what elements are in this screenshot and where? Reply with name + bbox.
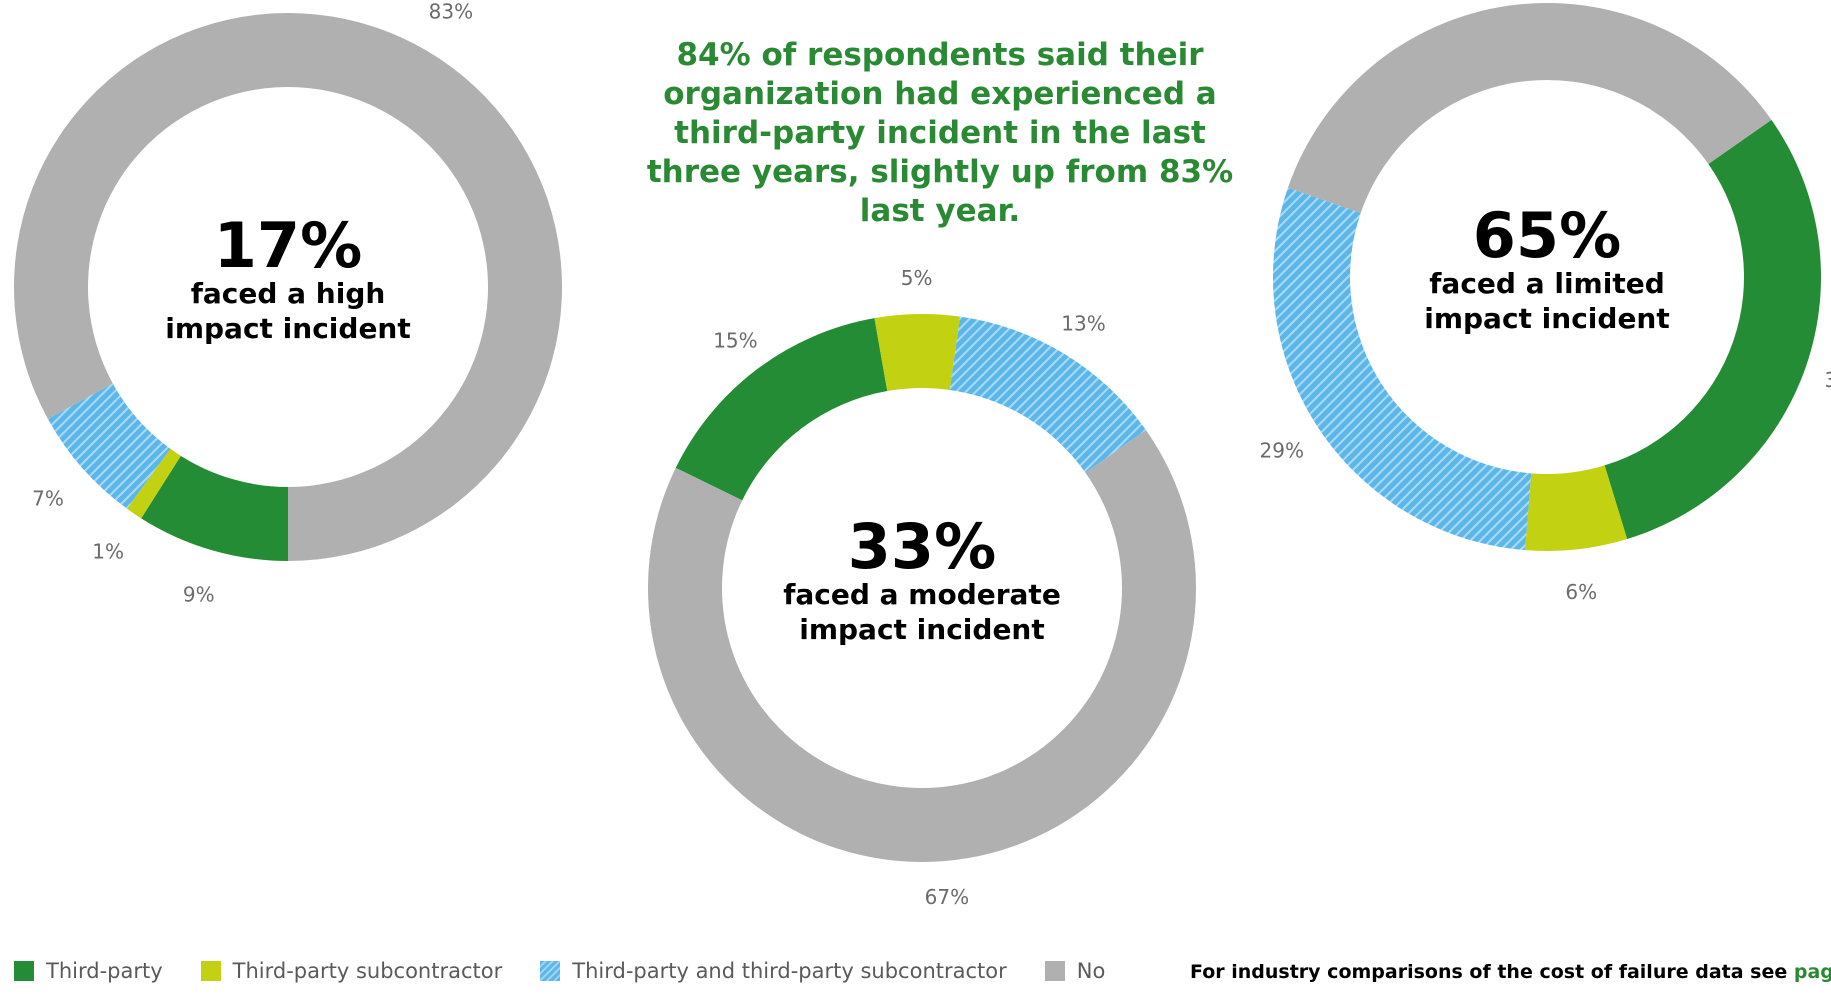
legend-swatch-hatched-blue <box>540 961 561 981</box>
slice-label-both: 13% <box>1061 311 1105 335</box>
slice-label-both: 29% <box>1260 439 1304 463</box>
legend-label: Third-party <box>46 959 163 983</box>
legend-label: Third-party subcontractor <box>232 959 503 983</box>
center-caption: impact incident <box>1424 302 1670 335</box>
slice-label-third-party: 30% <box>1825 368 1831 392</box>
legend-swatch-gray <box>1044 961 1065 981</box>
slice-label-subcontractor: 6% <box>1565 580 1597 604</box>
slice-label-third-party: 15% <box>713 328 757 352</box>
slice-third-party <box>141 455 288 561</box>
slice-no <box>647 430 1196 862</box>
slice-label-no: 67% <box>925 885 969 909</box>
legend-item-no: No <box>1044 959 1106 983</box>
center-value: 65% <box>1473 199 1621 272</box>
slice-subcontractor <box>126 448 181 519</box>
legend-swatch-green <box>14 961 34 981</box>
center-value: 33% <box>848 510 996 583</box>
legend: Third-party Third-party subcontractor Th… <box>14 956 1143 986</box>
slice-third-party <box>675 318 888 501</box>
center-caption: faced a limited <box>1429 267 1664 300</box>
center-value: 17% <box>214 209 362 282</box>
center-caption: faced a high <box>191 277 386 310</box>
legend-swatch-lime <box>200 961 221 981</box>
center-caption: impact incident <box>165 312 411 345</box>
footnote: For industry comparisons of the cost of … <box>1190 961 1831 983</box>
slice-third-party <box>1604 119 1821 540</box>
headline: 84% of respondents said their organizati… <box>640 36 1240 231</box>
slice-label-no: 83% <box>429 0 473 24</box>
headline-highlight-current: 84% <box>676 37 751 73</box>
slice-subcontractor <box>1525 465 1628 551</box>
legend-label: No <box>1076 959 1106 983</box>
slice-label-third-party: 9% <box>183 582 215 606</box>
legend-item-subcontractor: Third-party subcontractor <box>200 959 503 983</box>
slice-both <box>949 316 1146 473</box>
slice-label-both: 7% <box>32 487 64 511</box>
legend-item-both: Third-party and third-party subcontracto… <box>540 959 1007 983</box>
slice-label-subcontractor: 1% <box>92 540 124 564</box>
slice-both <box>1272 187 1532 551</box>
slice-label-subcontractor: 5% <box>901 266 933 290</box>
headline-highlight-previous: 83% last year <box>859 154 1234 229</box>
slice-subcontractor <box>874 314 961 392</box>
slice-both <box>47 383 171 509</box>
legend-label: Third-party and third-party subcontracto… <box>572 959 1007 983</box>
center-caption: impact incident <box>799 613 1045 646</box>
footnote-page-link[interactable]: page <box>1793 961 1831 983</box>
slice-no <box>1287 2 1772 213</box>
headline-text: of respondents said their organization h… <box>646 37 1217 190</box>
legend-item-third-party: Third-party <box>14 959 163 983</box>
headline-end: . <box>1008 193 1021 229</box>
footnote-text: For industry comparisons of the cost of … <box>1190 961 1794 983</box>
center-caption: faced a moderate <box>783 578 1061 611</box>
